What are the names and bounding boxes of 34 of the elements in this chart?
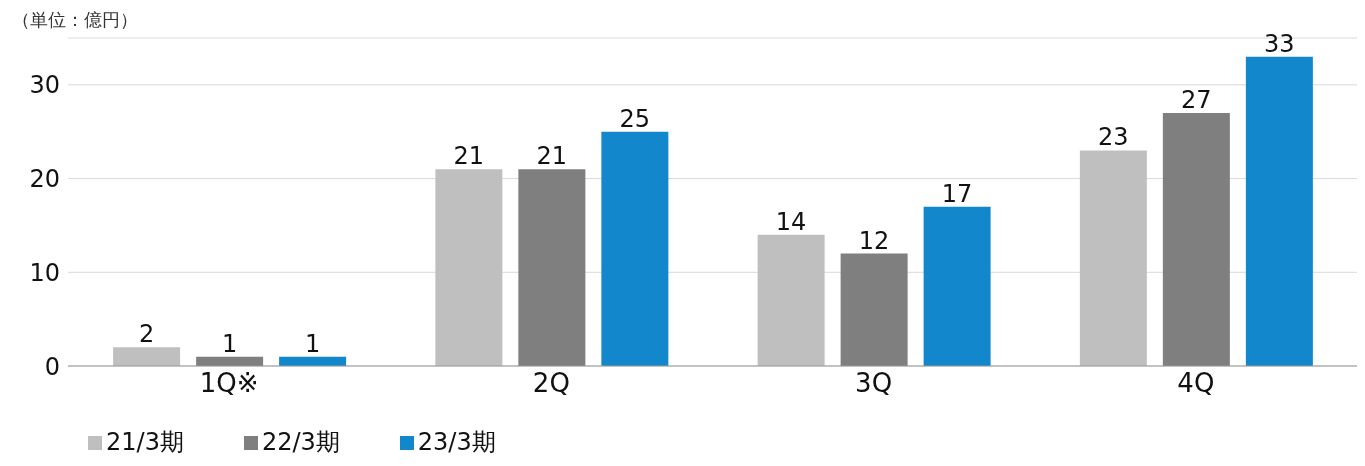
x-tick-label: 4Q xyxy=(1177,368,1215,399)
bar xyxy=(435,169,503,366)
data-label: 33 xyxy=(1264,29,1295,58)
bar xyxy=(601,131,669,366)
data-label: 1 xyxy=(304,329,321,358)
bar xyxy=(1162,112,1230,366)
bar xyxy=(840,253,908,366)
bar xyxy=(923,206,991,366)
y-tick-label: 20 xyxy=(29,165,60,194)
bar xyxy=(1245,56,1313,366)
data-label: 21 xyxy=(453,142,485,171)
data-label: 14 xyxy=(775,207,807,236)
bar xyxy=(1079,150,1147,366)
y-tick-label: 0 xyxy=(44,352,60,381)
legend-label: 22/3期 xyxy=(261,428,340,456)
legend-label: 21/3期 xyxy=(106,428,184,456)
data-label: 25 xyxy=(619,104,651,133)
data-label: 1 xyxy=(221,329,238,358)
data-label: 12 xyxy=(858,226,890,255)
bar xyxy=(757,234,825,366)
data-label: 21 xyxy=(536,142,568,171)
y-tick-label: 10 xyxy=(29,258,60,287)
data-label: 17 xyxy=(941,179,973,208)
x-tick-label: 2Q xyxy=(532,368,570,399)
data-label: 2 xyxy=(138,320,155,349)
legend-label: 23/3期 xyxy=(417,428,496,456)
x-tick-label: 1Q※ xyxy=(199,368,259,399)
data-label: 23 xyxy=(1098,123,1129,152)
y-tick-label: 30 xyxy=(29,71,60,100)
bar xyxy=(113,347,181,366)
data-label: 27 xyxy=(1181,85,1212,114)
y-axis-title: （単位：億円） xyxy=(12,8,138,32)
x-tick-label: 3Q xyxy=(855,368,893,399)
bar xyxy=(518,169,586,366)
